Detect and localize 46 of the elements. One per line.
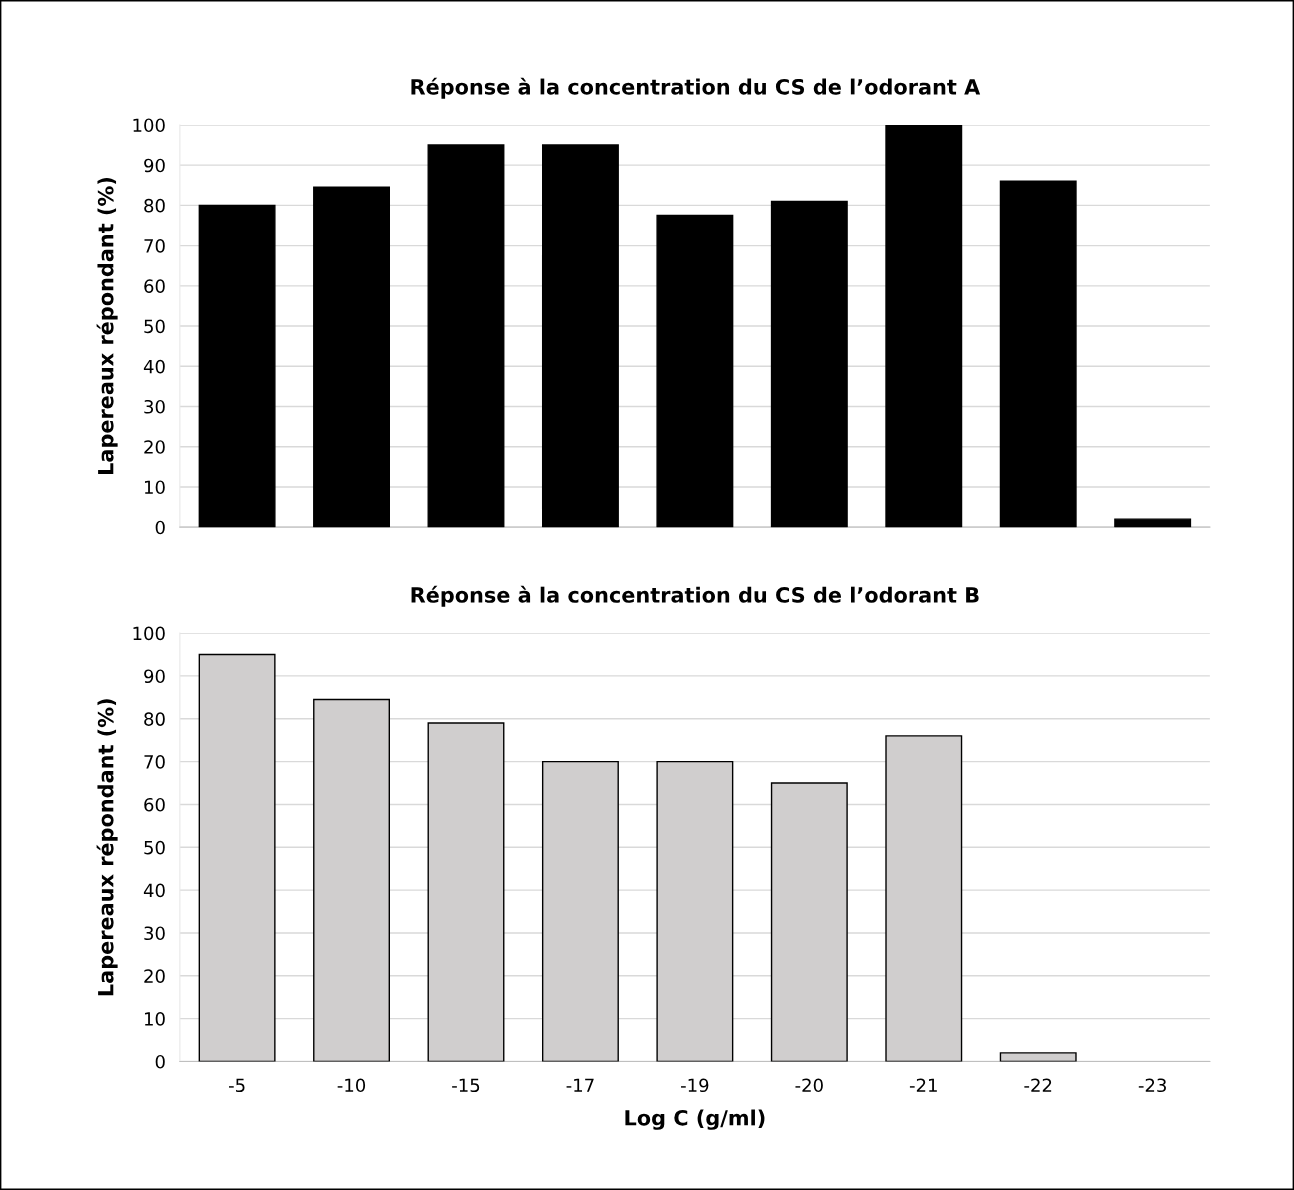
y-tick-label: 20 xyxy=(144,440,165,454)
x-tick-label: -21 xyxy=(909,1078,937,1092)
y-tick-label: 70 xyxy=(144,755,165,769)
x-axis-title: Log C (g/ml) xyxy=(625,1109,765,1130)
bar xyxy=(313,186,390,528)
y-tick-label: 20 xyxy=(144,969,165,983)
y-tick-label: 30 xyxy=(144,399,165,414)
y-tick-label: 100 xyxy=(133,118,165,133)
y-tick-label: 100 xyxy=(133,626,165,641)
x-tick-label: -15 xyxy=(452,1078,480,1093)
y-tick-label: 30 xyxy=(144,926,165,941)
y-tick-label: 10 xyxy=(144,480,165,495)
x-tick-label: -17 xyxy=(566,1078,594,1092)
bar xyxy=(885,124,963,528)
chart-title: Réponse à la concentration du CS de l’odorant B xyxy=(411,585,979,607)
y-tick-label: 90 xyxy=(144,669,165,684)
y-tick-label: 0 xyxy=(155,520,165,535)
x-tick-label: -22 xyxy=(1024,1078,1052,1092)
bar xyxy=(656,214,734,528)
y-tick-label: 60 xyxy=(144,279,165,293)
y-tick-label: 80 xyxy=(144,198,165,213)
bar xyxy=(1114,518,1192,528)
x-tick-label: -19 xyxy=(681,1078,709,1093)
bar xyxy=(541,144,619,528)
y-tick-label: 70 xyxy=(144,239,165,253)
chart-title: Réponse à la concentration du CS de l’odorant A xyxy=(411,77,981,99)
y-tick-label: 60 xyxy=(144,797,165,812)
y-axis-title: Lapereaux répondant (%) xyxy=(96,699,118,996)
y-tick-label: 50 xyxy=(144,319,165,334)
bar xyxy=(427,144,505,528)
x-tick-label: -20 xyxy=(795,1078,823,1093)
y-tick-label: 40 xyxy=(143,359,165,374)
y-tick-label: 50 xyxy=(144,840,165,855)
y-tick-label: 90 xyxy=(144,158,165,173)
y-tick-label: 0 xyxy=(155,1054,165,1069)
x-tick-label: -23 xyxy=(1138,1078,1166,1093)
x-tick-label: -5 xyxy=(228,1078,245,1093)
bar xyxy=(770,200,848,528)
bar xyxy=(999,180,1077,528)
y-tick-label: 40 xyxy=(143,883,165,898)
x-tick-label: -10 xyxy=(337,1078,366,1093)
y-tick-label: 80 xyxy=(144,712,165,726)
bar xyxy=(999,1052,1077,1062)
y-tick-label: 10 xyxy=(144,1012,165,1026)
y-axis-title: Lapereaux répondant (%) xyxy=(96,177,118,475)
bar xyxy=(198,204,276,528)
